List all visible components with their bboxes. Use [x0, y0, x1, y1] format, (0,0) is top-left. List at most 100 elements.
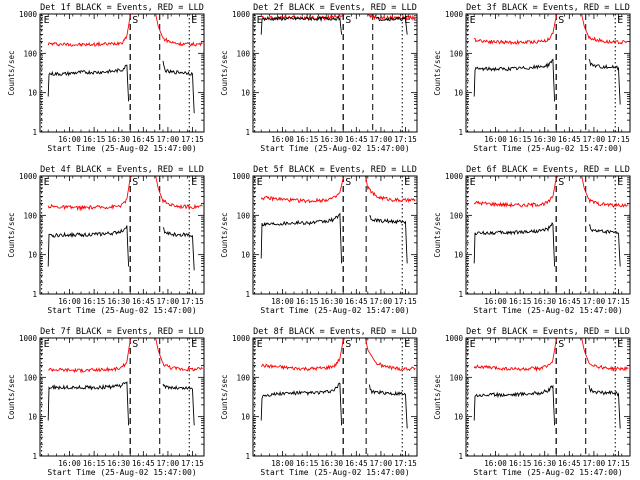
x-axis-label: Start Time (25-Aug-02 15:47:00)	[473, 144, 622, 153]
lld-series-line	[47, 14, 132, 48]
x-tick-label: 16:30	[320, 459, 343, 468]
lld-series-line	[473, 338, 558, 372]
y-axis-label: Counts/sec	[433, 212, 442, 257]
panel-title: Det 3f BLACK = Events, RED = LLD	[466, 3, 630, 13]
x-tick-label: 17:15	[181, 297, 204, 306]
plot-area	[47, 338, 203, 426]
x-tick-label: 17:00	[583, 297, 606, 306]
lld-series-line	[155, 176, 203, 210]
panel-title: Det 1f BLACK = Events, RED = LLD	[40, 3, 204, 13]
panel-det-8: Det 8f BLACK = Events, RED = LLD 1 10 100 10…	[220, 327, 418, 477]
y-axis-label: Counts/sec	[220, 50, 229, 95]
y-tick-label: 1	[458, 128, 463, 137]
x-tick-label: 16:45	[558, 459, 581, 468]
x-tick-label: 17:15	[394, 297, 417, 306]
y-tick-label: 1	[32, 452, 37, 461]
x-tick-label: 16:30	[107, 135, 130, 144]
panel-title: Det 2f BLACK = Events, RED = LLD	[253, 3, 417, 13]
lld-series-line	[473, 14, 559, 46]
marker-label: E	[404, 15, 410, 26]
lld-series-line	[581, 14, 629, 45]
marker-label: S	[132, 177, 138, 188]
plot-frame	[465, 175, 631, 295]
marker-label: S	[558, 15, 564, 26]
lld-series-line	[155, 338, 203, 372]
events-series-line	[588, 224, 621, 267]
events-series-line	[473, 222, 556, 267]
x-tick-label: 17:00	[157, 135, 180, 144]
y-axis-label: Counts/sec	[7, 50, 16, 95]
x-tick-label: 17:15	[394, 459, 417, 468]
y-axis-label: Counts/sec	[7, 374, 16, 419]
y-tick-label: 10	[28, 413, 38, 422]
events-series-line	[375, 16, 408, 35]
events-series-line	[47, 225, 130, 267]
x-axis-label: Start Time (25-Aug-02 15:47:00)	[260, 306, 409, 315]
x-tick-label: 16:00	[58, 459, 81, 468]
y-tick-label: 100	[449, 49, 463, 58]
marker-label: E	[470, 15, 476, 26]
x-tick-label: 18:00	[271, 297, 294, 306]
events-series-line	[588, 58, 621, 105]
panel-det-9: Det 9f BLACK = Events, RED = LLD 1 10 100 10…	[433, 327, 631, 477]
y-axis-label: Counts/sec	[220, 374, 229, 419]
marker-label: E	[617, 339, 623, 350]
x-tick-label: 16:45	[345, 459, 368, 468]
x-tick-label: 16:45	[132, 459, 155, 468]
marker-label: S	[132, 15, 138, 26]
plot-area	[260, 176, 416, 264]
marker-label: E	[470, 177, 476, 188]
plot-area	[260, 338, 416, 429]
plot-frame	[39, 175, 205, 295]
events-series-line	[369, 215, 408, 264]
x-axis-label: Start Time (25-Aug-02 15:47:00)	[260, 144, 409, 153]
plot-area	[260, 14, 416, 35]
panel-det-3: Det 3f BLACK = Events, RED = LLD 1 10 100 10…	[433, 3, 631, 153]
y-tick-label: 10	[28, 251, 38, 260]
marker-label: S	[345, 339, 351, 350]
x-tick-label: 16:15	[83, 135, 106, 144]
y-tick-label: 1000	[232, 334, 251, 343]
marker-label: E	[191, 15, 197, 26]
x-tick-label: 16:30	[320, 297, 343, 306]
y-tick-label: 1	[245, 128, 250, 137]
x-tick-label: 16:45	[345, 297, 368, 306]
panel-det-2: Det 2f BLACK = Events, RED = LLD 1 10 100 10…	[220, 3, 418, 153]
y-tick-label: 10	[454, 251, 464, 260]
marker-label: E	[257, 15, 263, 26]
panel-det-1: Det 1f BLACK = Events, RED = LLD 1 10 100 10…	[7, 3, 205, 153]
events-series-line	[47, 64, 130, 102]
y-tick-label: 1000	[19, 334, 38, 343]
y-axis-label: Counts/sec	[433, 50, 442, 95]
y-tick-label: 10	[454, 413, 464, 422]
y-tick-label: 100	[236, 49, 250, 58]
lld-series-line	[581, 176, 629, 208]
x-tick-label: 16:30	[107, 297, 130, 306]
plot-frame	[465, 337, 631, 457]
panel-det-6: Det 6f BLACK = Events, RED = LLD 1 10 100 10…	[433, 165, 631, 315]
marker-label: E	[617, 15, 623, 26]
x-tick-label: 16:00	[58, 135, 81, 144]
x-tick-label: 16:45	[558, 297, 581, 306]
marker-label: E	[257, 339, 263, 350]
events-series-line	[260, 15, 343, 35]
x-axis-label: Start Time (25-Aug-02 15:47:00)	[473, 306, 622, 315]
y-tick-label: 1	[458, 452, 463, 461]
marker-label: S	[345, 15, 351, 26]
x-tick-label: 17:00	[370, 297, 393, 306]
y-tick-label: 1	[458, 290, 463, 299]
marker-label: E	[470, 339, 476, 350]
events-series-line	[473, 384, 556, 426]
marker-label: S	[345, 177, 351, 188]
lld-series-line	[581, 338, 629, 372]
x-tick-label: 17:15	[607, 297, 630, 306]
y-tick-label: 1	[245, 290, 250, 299]
y-tick-label: 1	[245, 452, 250, 461]
y-tick-label: 1000	[232, 172, 251, 181]
x-tick-label: 16:30	[533, 135, 556, 144]
lld-series-line	[367, 14, 416, 21]
x-tick-label: 16:15	[296, 135, 319, 144]
y-axis-label: Counts/sec	[433, 374, 442, 419]
x-tick-label: 16:45	[345, 135, 368, 144]
marker-label: E	[617, 177, 623, 188]
